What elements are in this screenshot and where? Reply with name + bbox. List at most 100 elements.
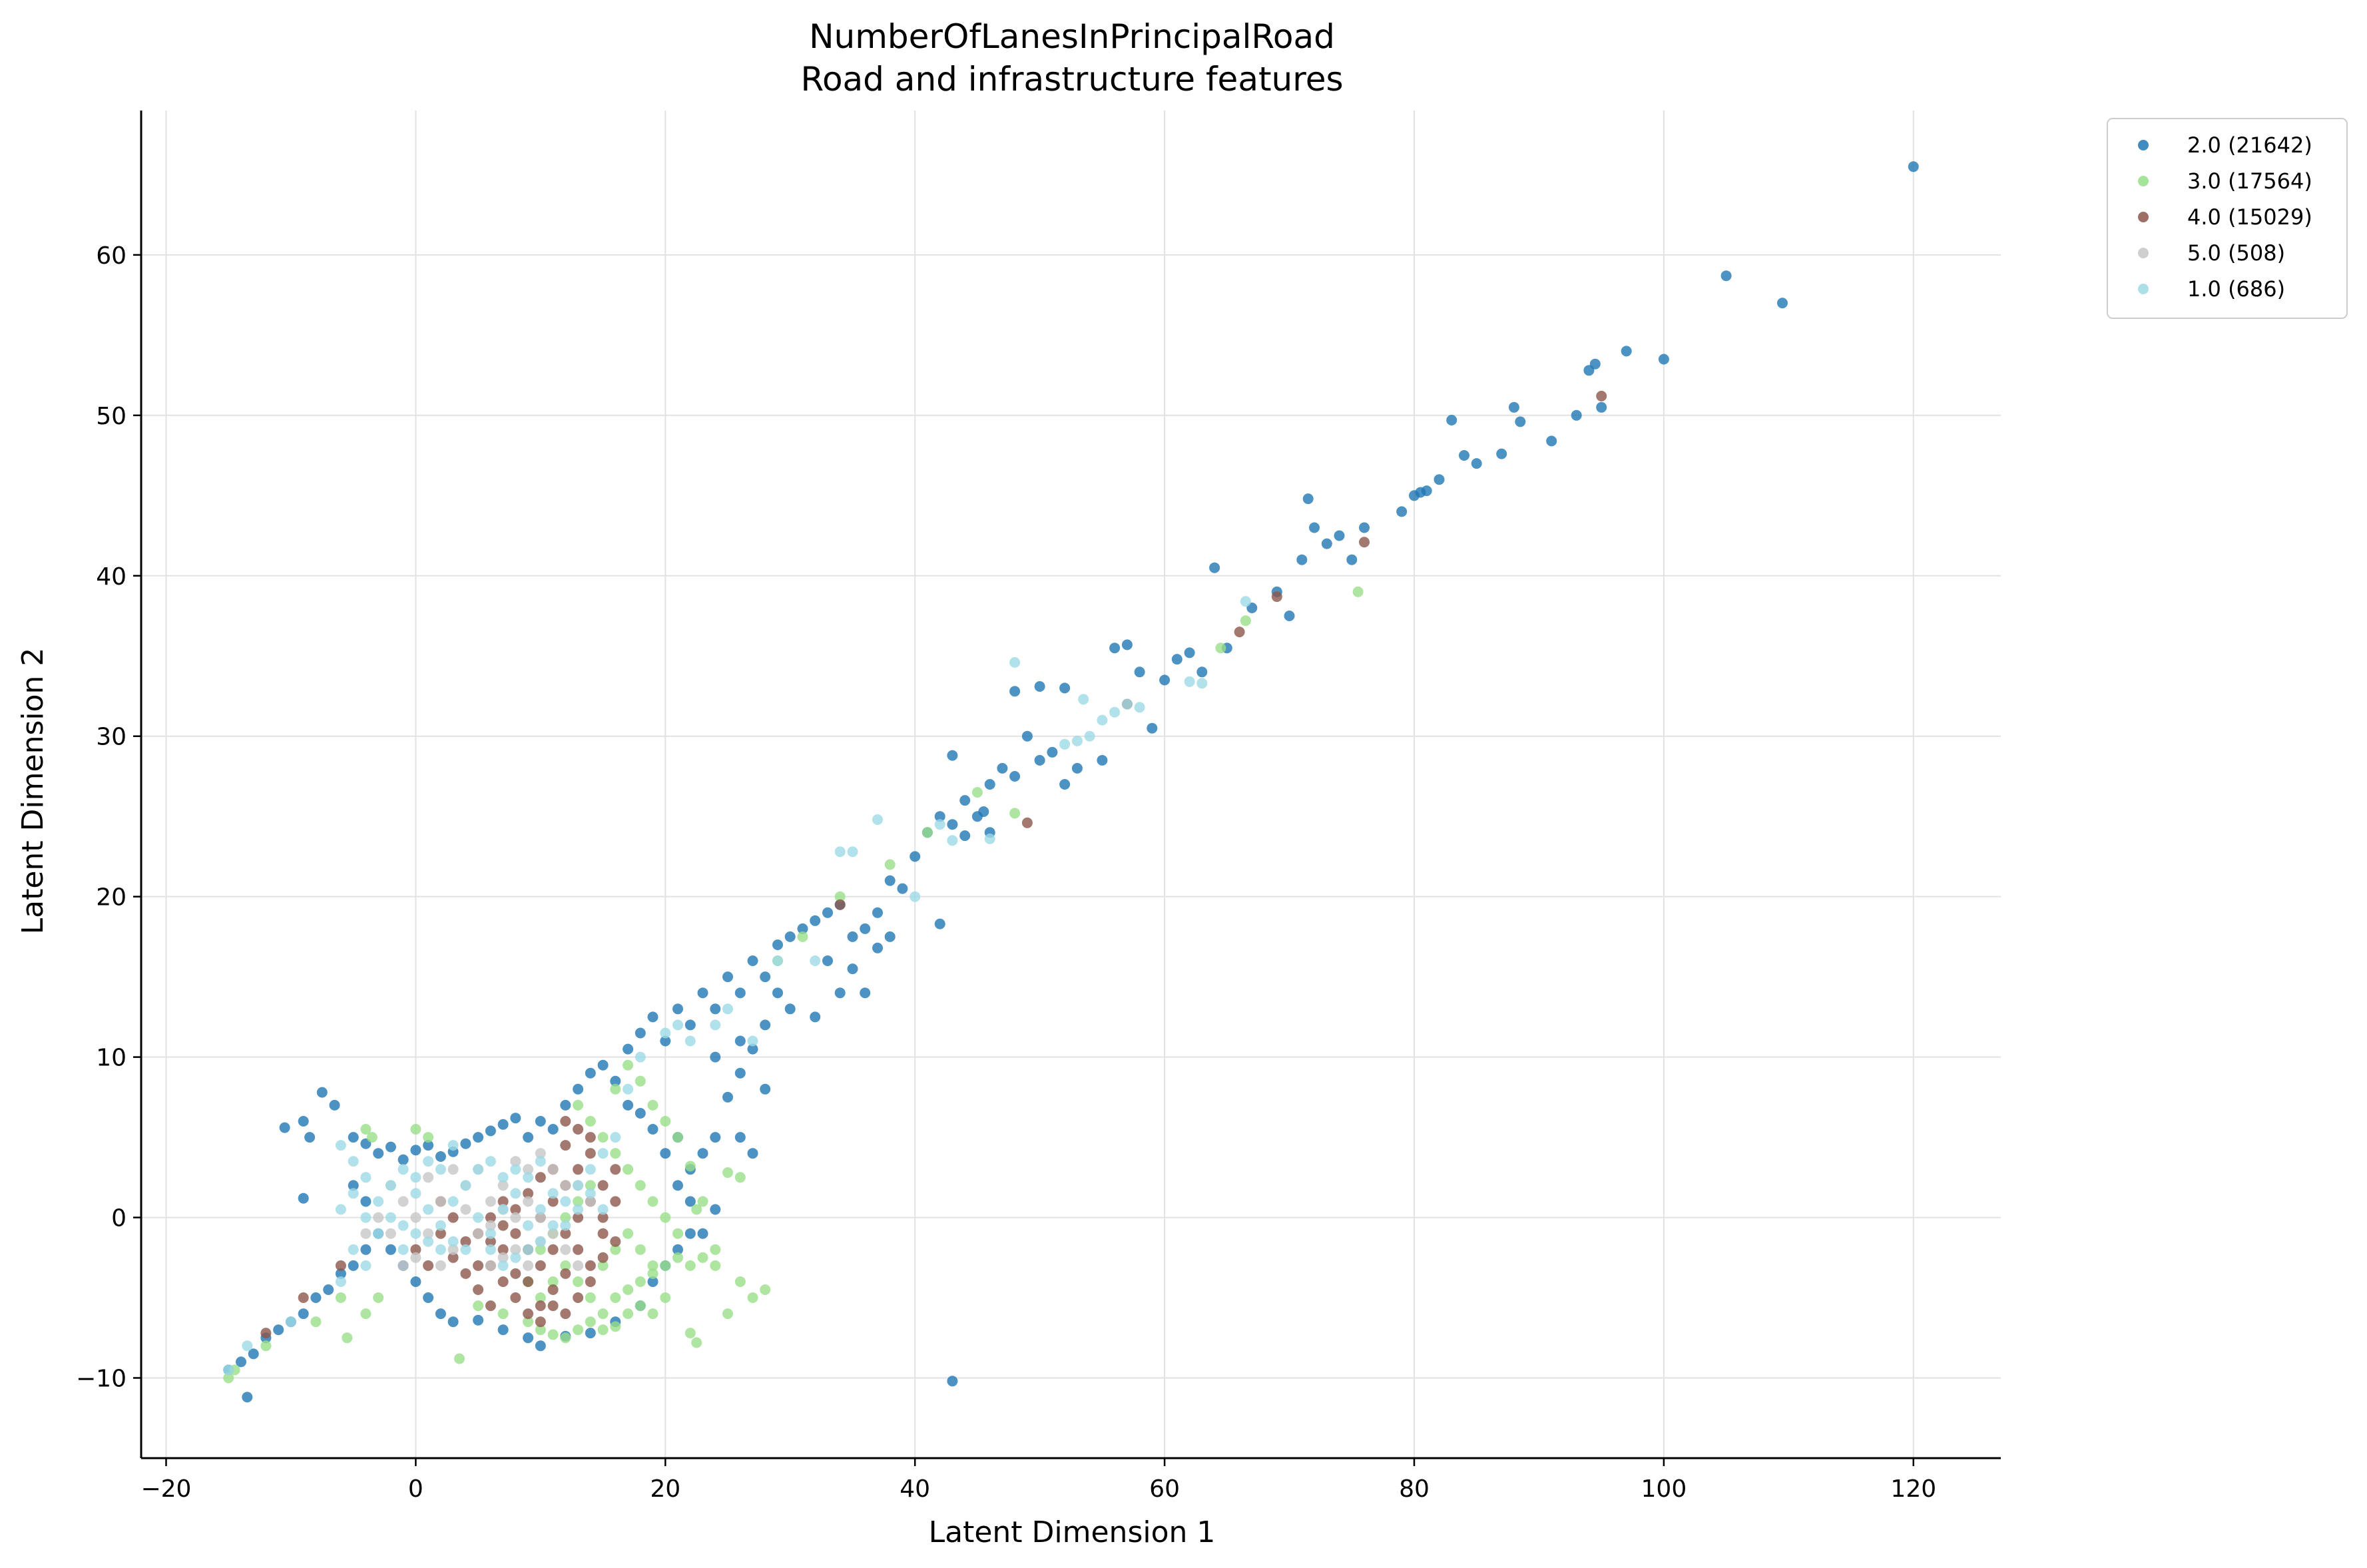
data-point (260, 1340, 272, 1352)
data-point (547, 1244, 559, 1255)
data-point (485, 1212, 496, 1223)
data-point (610, 1083, 621, 1095)
data-point (623, 1083, 634, 1095)
data-point (373, 1148, 384, 1159)
data-point (360, 1124, 372, 1135)
data-point (397, 1244, 409, 1255)
data-point (747, 1148, 758, 1159)
data-point (1078, 694, 1089, 705)
data-point (485, 1236, 496, 1247)
data-point (573, 1196, 584, 1207)
data-point (1209, 562, 1220, 573)
data-point (497, 1252, 509, 1263)
x-axis-label: Latent Dimension 1 (929, 1515, 1216, 1549)
data-point (934, 918, 945, 929)
legend-label: 5.0 (508) (2187, 240, 2285, 266)
data-point (1097, 754, 1108, 766)
data-point (722, 1167, 733, 1178)
data-point (460, 1138, 471, 1149)
data-point (410, 1252, 421, 1263)
data-point (535, 1244, 546, 1255)
data-point (423, 1140, 434, 1151)
data-point (360, 1172, 372, 1183)
data-point (1359, 522, 1370, 533)
data-point (797, 923, 808, 934)
legend-label: 3.0 (17564) (2187, 168, 2312, 194)
data-point (523, 1316, 534, 1328)
data-point (335, 1292, 346, 1303)
data-point (1596, 401, 1607, 413)
data-point (1546, 435, 1557, 447)
data-point (747, 1035, 758, 1047)
data-point (722, 971, 733, 983)
y-tick-label: 10 (96, 1045, 127, 1072)
data-point (360, 1244, 372, 1255)
data-point (560, 1244, 571, 1255)
data-point (373, 1292, 384, 1303)
data-point (410, 1212, 421, 1223)
data-point (597, 1260, 609, 1271)
data-point (1009, 808, 1021, 819)
data-point (473, 1284, 484, 1295)
data-point (623, 1099, 634, 1111)
data-point (760, 1284, 771, 1295)
data-point (460, 1180, 471, 1191)
data-point (722, 1091, 733, 1103)
data-point (1496, 448, 1507, 459)
data-point (772, 987, 783, 999)
data-point (473, 1164, 484, 1175)
data-point (610, 1132, 621, 1143)
data-point (1171, 654, 1183, 665)
data-point (397, 1164, 409, 1175)
data-point (335, 1204, 346, 1215)
data-point (884, 875, 896, 886)
data-point (947, 835, 958, 846)
data-point (316, 1087, 328, 1098)
data-point (860, 987, 871, 999)
data-point (335, 1140, 346, 1151)
data-point (623, 1228, 634, 1239)
data-point (573, 1212, 584, 1223)
data-point (684, 1019, 696, 1031)
data-point (1071, 735, 1083, 746)
data-point (772, 939, 783, 950)
data-point (535, 1300, 546, 1312)
data-point (910, 851, 921, 862)
data-point (734, 1132, 746, 1143)
data-point (585, 1116, 596, 1127)
y-tick-label: −10 (76, 1366, 127, 1393)
data-point (473, 1314, 484, 1326)
data-point (684, 1196, 696, 1207)
data-point (897, 883, 908, 894)
data-point (734, 1172, 746, 1183)
data-point (348, 1188, 359, 1199)
data-point (410, 1244, 421, 1255)
data-point (510, 1228, 521, 1239)
data-point (597, 1180, 609, 1191)
data-point (535, 1236, 546, 1247)
data-point (310, 1292, 322, 1303)
series-4 (223, 596, 1251, 1376)
data-point (691, 1204, 702, 1215)
data-point (435, 1220, 446, 1231)
data-point (978, 806, 989, 817)
data-point (523, 1188, 534, 1199)
data-point (760, 1019, 771, 1031)
data-point (784, 931, 796, 942)
data-point (660, 1212, 671, 1223)
data-point (872, 814, 883, 825)
data-point (560, 1308, 571, 1320)
data-point (1658, 354, 1669, 365)
data-point (273, 1324, 284, 1336)
data-point (223, 1364, 234, 1376)
y-tick-label: 0 (111, 1205, 127, 1232)
data-point (510, 1268, 521, 1279)
data-point (1121, 639, 1133, 651)
data-point (984, 779, 995, 790)
data-point (423, 1236, 434, 1247)
data-point (360, 1228, 372, 1239)
data-point (410, 1172, 421, 1183)
data-point (1184, 647, 1195, 658)
data-point (1446, 415, 1457, 425)
